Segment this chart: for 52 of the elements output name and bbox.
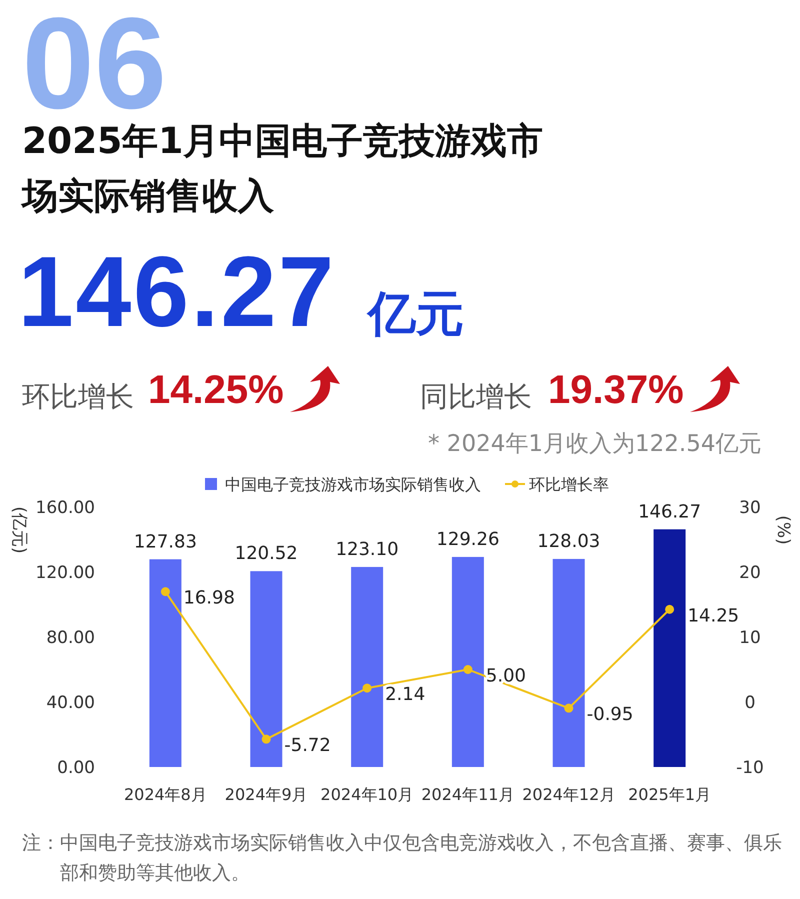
- data-label: 16.98: [183, 588, 235, 609]
- text: 亿元: [368, 285, 464, 344]
- text: 注：中国电子竞技游戏市场实际销售收入中仅包含电竞游戏收入，不包含直播、赛事、俱乐部和赞助等其他收入。: [22, 831, 783, 886]
- point: [564, 704, 574, 713]
- data-label: 5.00: [486, 666, 526, 686]
- point: [160, 587, 170, 596]
- bar: [452, 556, 484, 767]
- y2-axis-title: (%): [773, 515, 793, 545]
- y-axis-title: (亿元): [9, 506, 29, 554]
- x-tick-label: 2024年9月: [224, 785, 308, 804]
- x-tick-label: 2024年10月: [320, 785, 414, 804]
- data-label: 120.52: [234, 543, 298, 564]
- data-label: -5.72: [284, 735, 331, 756]
- text: 同比增长: [420, 379, 532, 415]
- bar: [351, 566, 384, 767]
- x-tick-label: 2024年12月: [522, 785, 616, 804]
- text: 146.27: [18, 235, 336, 350]
- point: [463, 665, 472, 674]
- y-tick-label: 40.00: [46, 693, 95, 713]
- x-tick-label: 2024年11月: [421, 785, 514, 804]
- y2-tick-label: 30: [739, 498, 761, 518]
- y-tick-label: 80.00: [46, 628, 95, 648]
- data-label: 2.14: [385, 684, 426, 706]
- data-label: 146.27: [638, 501, 702, 522]
- bar: [149, 559, 182, 767]
- point: [362, 684, 372, 693]
- y-tick-label: 0.00: [57, 758, 95, 778]
- y-tick-label: 120.00: [36, 563, 95, 583]
- bar: [552, 558, 585, 767]
- legend-label: 中国电子竞技游戏市场实际销售收入: [225, 475, 481, 494]
- text: 19.37%: [548, 368, 684, 413]
- data-label: 123.10: [336, 538, 399, 560]
- y-tick-label: 160.00: [36, 498, 95, 518]
- data-label: 129.26: [436, 528, 500, 550]
- text: * 2024年1月收入为122.54亿元: [428, 430, 762, 459]
- bar: [250, 571, 282, 767]
- point: [665, 604, 674, 614]
- legend-label: 环比增长率: [529, 475, 609, 494]
- x-tick-label: 2024年8月: [124, 785, 207, 804]
- point: [262, 734, 271, 744]
- y2-tick-label: 20: [739, 563, 761, 583]
- y2-tick-label: 0: [744, 693, 756, 713]
- bar: [654, 529, 686, 767]
- x-tick-label: 2025年1月: [628, 785, 712, 804]
- data-label: -0.95: [586, 704, 634, 726]
- y2-tick-label: -10: [736, 758, 764, 778]
- data-label: 14.25: [688, 605, 740, 626]
- y2-tick-label: 10: [739, 628, 761, 648]
- data-label: 128.03: [537, 530, 600, 552]
- data-label: 127.83: [134, 531, 197, 552]
- text: 14.25%: [148, 368, 284, 413]
- text: 环比增长: [22, 379, 134, 415]
